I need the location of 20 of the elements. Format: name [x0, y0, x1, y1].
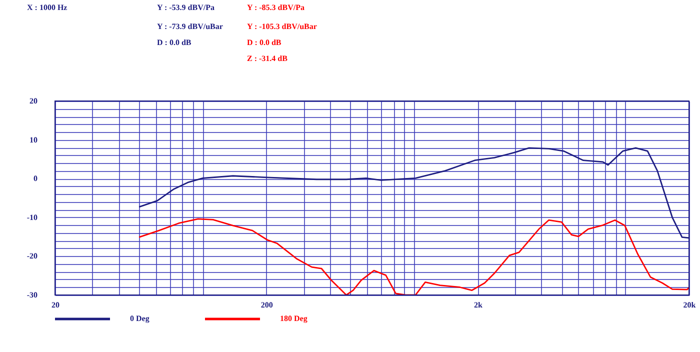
y-tick-label: -20 [26, 252, 38, 261]
text: 180 Deg [280, 314, 308, 323]
y-tick-label: 0 [34, 174, 38, 184]
text: Z : -31.4 dB [247, 54, 288, 63]
text: Y : -105.3 dBV/uBar [247, 22, 318, 31]
x-tick-label: 2k [474, 300, 483, 310]
y-tick-label: -30 [26, 290, 38, 300]
text: D : 0.0 dB [247, 38, 282, 47]
x-tick-label: 20 [52, 300, 60, 310]
text: X : 1000 Hz [27, 3, 68, 12]
text: Y : -85.3 dBV/Pa [247, 3, 304, 12]
text: Y : -53.9 dBV/Pa [157, 3, 214, 12]
x-tick-label: 200 [260, 300, 273, 310]
y-tick-label: 10 [30, 135, 38, 144]
text: Y : -73.9 dBV/uBar [157, 22, 224, 31]
y-tick-label: 20 [30, 96, 38, 106]
text: D : 0.0 dB [157, 38, 192, 47]
x-tick-label: 20k [683, 300, 696, 310]
y-tick-label: -10 [26, 212, 38, 222]
text: 0 Deg [130, 314, 150, 323]
